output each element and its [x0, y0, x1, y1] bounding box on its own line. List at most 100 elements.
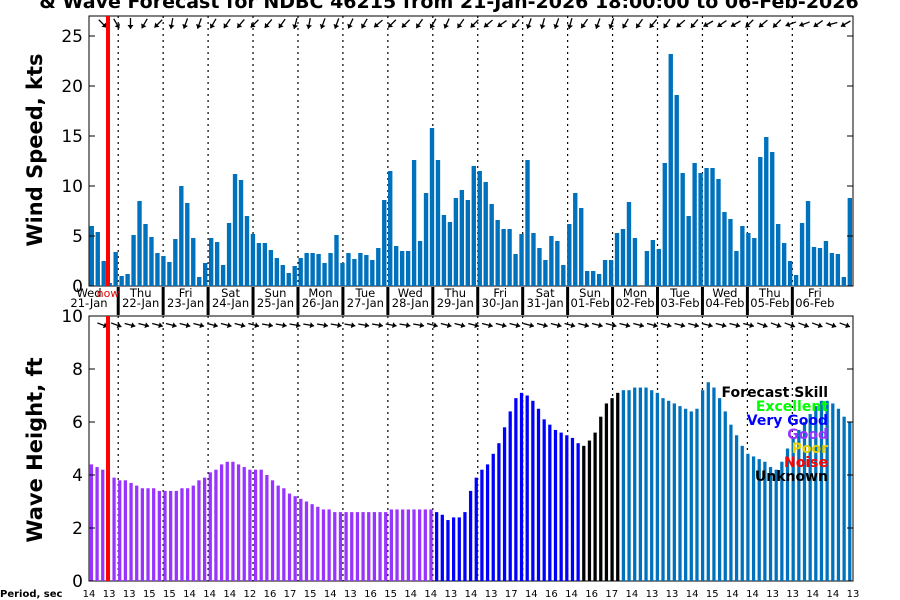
period-label: 14	[686, 589, 699, 600]
wave-bar	[491, 453, 495, 581]
wind-arrow	[98, 19, 107, 28]
wave-bar	[701, 390, 705, 581]
wind-bar	[680, 173, 685, 286]
wave-bar	[531, 400, 535, 581]
wave-bar	[768, 467, 773, 581]
legend-entry-excellent: Excellent	[756, 399, 828, 415]
wind-bar	[674, 95, 679, 286]
wind-arrow-head	[703, 21, 709, 28]
wind-arrow-head	[333, 23, 340, 29]
wave-arrow	[578, 322, 590, 329]
wind-bar	[167, 262, 172, 286]
wave-bar	[418, 509, 422, 581]
wind-arrow	[236, 18, 245, 29]
wave-bar	[508, 411, 512, 581]
wind-arrow-head	[209, 23, 216, 29]
wind-bar	[787, 261, 793, 286]
wind-bar	[131, 235, 136, 286]
day-label-dow: Tue	[669, 286, 690, 300]
wind-bar	[626, 202, 632, 286]
wave-bar	[395, 509, 399, 581]
period-label: 14	[726, 589, 739, 600]
wind-arrow-head	[539, 24, 546, 29]
wind-ytick-label: 10	[61, 177, 83, 197]
wind-arrow-head	[319, 23, 326, 29]
legend-entry-good: Good	[787, 427, 828, 443]
wind-arrow	[196, 18, 202, 29]
wind-bar	[298, 258, 303, 286]
wind-bar	[495, 220, 500, 286]
wind-arrow	[622, 18, 629, 29]
wave-bar	[429, 509, 433, 581]
wave-bar	[559, 432, 563, 581]
period-label: 13	[445, 589, 458, 600]
wave-arrow	[440, 322, 452, 329]
wave-arrow	[261, 322, 273, 329]
wind-bar	[274, 258, 279, 286]
wind-bar	[650, 240, 656, 286]
wind-arrow-head	[649, 22, 655, 28]
wave-arrow-head	[474, 322, 479, 329]
wave-bar	[695, 408, 699, 581]
wave-bar	[152, 488, 156, 581]
wave-bar	[548, 424, 552, 581]
wind-arrow-head	[141, 23, 147, 29]
wave-arrow	[715, 322, 727, 329]
wave-bar	[684, 408, 688, 581]
period-label: 15	[384, 589, 397, 600]
wave-arrow	[770, 322, 782, 329]
wind-bar	[531, 233, 536, 286]
wind-y-ticks: 0 5 10 15 20 25	[61, 27, 853, 297]
day-label-dow: Wed	[712, 286, 737, 300]
wave-arrow-head	[556, 322, 562, 329]
legend-entry-noise: Noise	[784, 455, 828, 471]
period-label: 14	[83, 589, 96, 600]
wind-bar	[173, 239, 178, 286]
period-label: 13	[766, 589, 779, 600]
wind-plot-area	[88, 15, 854, 287]
wave-arrow-head	[378, 322, 383, 329]
wind-bar	[250, 234, 256, 286]
wind-bar	[382, 200, 387, 286]
wind-bar	[811, 247, 817, 286]
wave-bar	[112, 477, 116, 581]
wave-bar	[638, 387, 643, 581]
wind-arrow-head	[416, 23, 422, 29]
wave-bar	[248, 469, 252, 581]
wind-bar	[226, 223, 232, 286]
wave-arrow-head	[309, 322, 315, 329]
wave-bar	[253, 469, 258, 581]
wind-bar	[453, 198, 459, 286]
wave-bar	[123, 480, 128, 581]
wind-bar	[829, 253, 835, 286]
wind-bar	[799, 223, 805, 286]
wind-bar	[137, 201, 142, 286]
wave-bar	[180, 488, 184, 581]
wind-bar	[179, 186, 184, 286]
wind-arrow-head	[567, 24, 573, 29]
wave-bar	[197, 480, 201, 581]
wind-arrow	[717, 20, 727, 28]
wave-arrow	[674, 322, 686, 329]
wind-ytick-label: 0	[72, 277, 83, 297]
wave-ytick-label: 0	[72, 572, 83, 592]
wave-arrow	[426, 322, 438, 329]
day-label-dow: Wed	[76, 286, 101, 300]
wind-arrow	[443, 18, 450, 29]
day-label-date: 30-Jan	[482, 296, 519, 310]
wave-bar	[361, 512, 365, 581]
wind-arrow-head	[690, 22, 696, 28]
wave-arrow	[564, 322, 576, 329]
chart-title: & Wave Forecast for NDBC 46215 from 21-J…	[39, 0, 858, 13]
wind-bar	[758, 157, 763, 286]
day-label-date: 04-Feb	[705, 296, 744, 310]
legend-entry-unknown: Unknown	[755, 469, 828, 485]
wind-bar	[256, 243, 262, 286]
wind-arrow	[676, 19, 686, 28]
wind-bar	[208, 238, 214, 286]
wave-y-ticks: 0 2 4 6 8 10	[61, 307, 853, 592]
wave-arrow	[811, 322, 823, 329]
wind-arrow-head	[429, 23, 435, 29]
wind-bar	[232, 174, 238, 286]
